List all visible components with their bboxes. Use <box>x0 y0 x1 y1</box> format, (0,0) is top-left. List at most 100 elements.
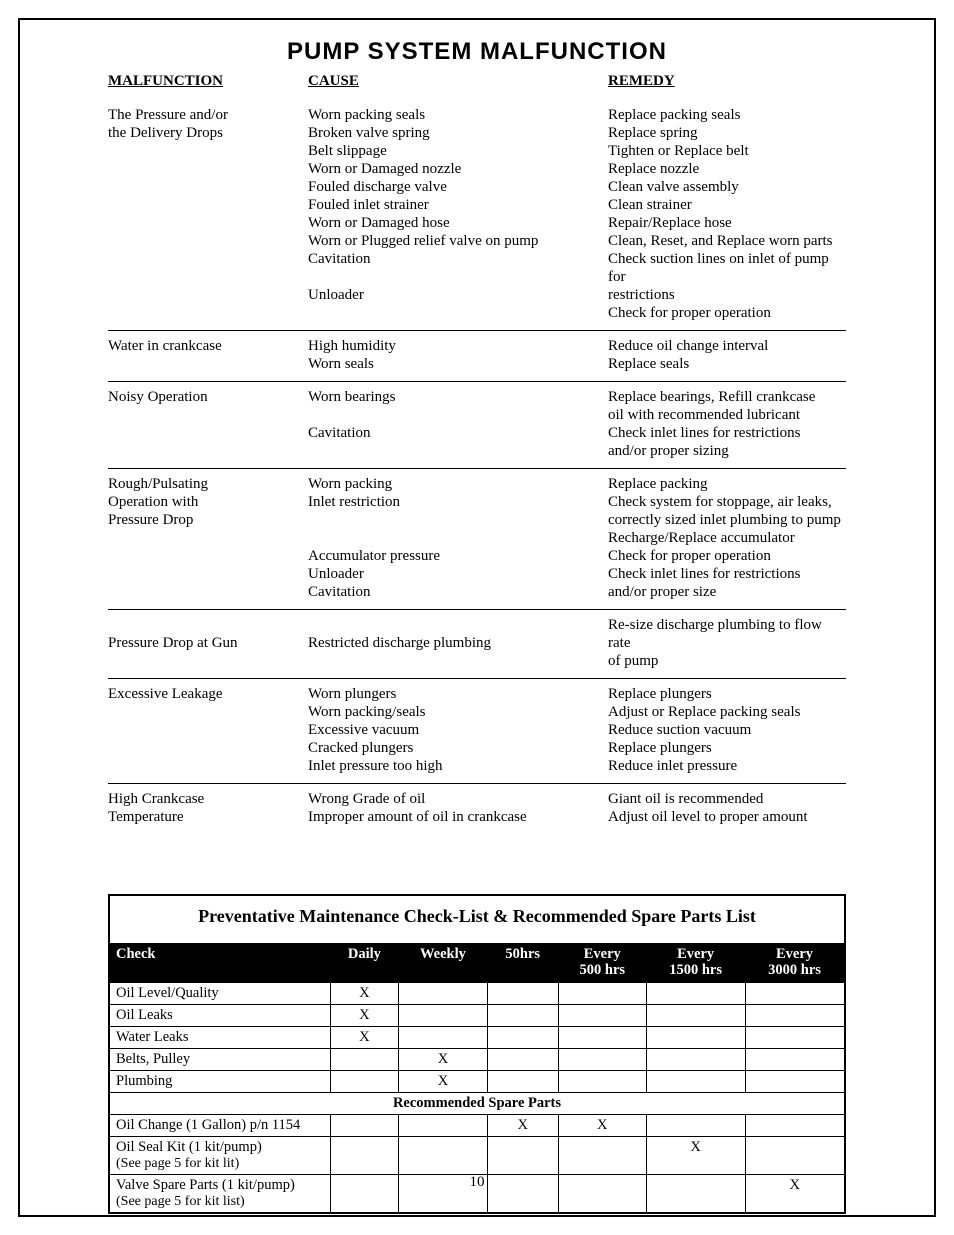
maint-mark <box>487 1136 558 1174</box>
maint-mark <box>399 1026 487 1048</box>
maint-mark <box>399 983 487 1005</box>
maint-mark <box>745 1004 844 1026</box>
malfunction-section: Water in crankcaseHigh humidityWorn seal… <box>108 331 846 382</box>
maint-mark <box>487 1026 558 1048</box>
maintenance-title: Preventative Maintenance Check-List & Re… <box>110 896 844 943</box>
maint-col-header: Daily <box>330 943 399 983</box>
maint-label: Oil Leaks <box>110 1004 330 1026</box>
remedy-cell: Reduce oil change intervalReplace seals <box>608 337 846 373</box>
maint-col-header: Every500 hrs <box>558 943 646 983</box>
maint-mark <box>646 1114 745 1136</box>
maint-mark <box>745 1136 844 1174</box>
cause-cell: Worn bearings Cavitation <box>308 388 608 460</box>
malfunction-cell: High CrankcaseTemperature <box>108 790 308 826</box>
malfunction-cell: Noisy Operation <box>108 388 308 460</box>
remedy-cell: Replace packingCheck system for stoppage… <box>608 475 846 601</box>
maint-mark <box>487 1070 558 1092</box>
malfunction-section: The Pressure and/orthe Delivery DropsWor… <box>108 100 846 331</box>
maint-mark <box>399 1004 487 1026</box>
remedy-cell: Giant oil is recommendedAdjust oil level… <box>608 790 846 826</box>
cause-cell: Worn packingInlet restriction Accumulato… <box>308 475 608 601</box>
header-malfunction: MALFUNCTION <box>108 72 308 90</box>
maint-row: Water LeaksX <box>110 1026 844 1048</box>
maint-label: Oil Level/Quality <box>110 983 330 1005</box>
cause-cell: Wrong Grade of oilImproper amount of oil… <box>308 790 608 826</box>
page-border: PUMP SYSTEM MALFUNCTION MALFUNCTION CAUS… <box>18 18 936 1217</box>
page-title: PUMP SYSTEM MALFUNCTION <box>108 38 846 66</box>
maint-label: Oil Seal Kit (1 kit/pump)(See page 5 for… <box>110 1136 330 1174</box>
maint-mark <box>558 1136 646 1174</box>
maint-mark <box>745 1070 844 1092</box>
maint-mark <box>330 1136 399 1174</box>
maint-label: Plumbing <box>110 1070 330 1092</box>
maint-mark <box>646 983 745 1005</box>
maint-mark <box>745 983 844 1005</box>
maint-mark <box>487 1048 558 1070</box>
malfunction-section: High CrankcaseTemperatureWrong Grade of … <box>108 784 846 834</box>
maint-mark: X <box>399 1070 487 1092</box>
maint-col-header: Weekly <box>399 943 487 983</box>
maint-mark <box>745 1114 844 1136</box>
maint-label: Oil Change (1 Gallon) p/n 1154 <box>110 1114 330 1136</box>
maint-row: Oil Change (1 Gallon) p/n 1154 XX <box>110 1114 844 1136</box>
maint-row: Oil Level/QualityX <box>110 983 844 1005</box>
maint-mark <box>646 1026 745 1048</box>
maint-label: Water Leaks <box>110 1026 330 1048</box>
maint-mark <box>487 983 558 1005</box>
maint-col-header: Check <box>110 943 330 983</box>
header-cause: CAUSE <box>308 72 608 90</box>
maint-mark: X <box>330 1004 399 1026</box>
maint-col-header: Every3000 hrs <box>745 943 844 983</box>
maint-col-header: Every1500 hrs <box>646 943 745 983</box>
remedy-cell: Re-size discharge plumbing to flow rateo… <box>608 616 846 670</box>
maint-col-header: 50hrs <box>487 943 558 983</box>
malfunction-table: MALFUNCTION CAUSE REMEDY The Pressure an… <box>108 72 846 834</box>
maint-mark: X <box>399 1048 487 1070</box>
maint-mark <box>646 1070 745 1092</box>
remedy-cell: Replace packing sealsReplace springTight… <box>608 106 846 322</box>
cause-cell: Worn packing sealsBroken valve springBel… <box>308 106 608 322</box>
maint-mark <box>558 1048 646 1070</box>
malfunction-section: Noisy OperationWorn bearings CavitationR… <box>108 382 846 469</box>
malfunction-section: Pressure Drop at Gun Restricted discharg… <box>108 610 846 679</box>
maint-mark: X <box>330 983 399 1005</box>
cause-cell: High humidityWorn seals <box>308 337 608 373</box>
remedy-cell: Replace plungersAdjust or Replace packin… <box>608 685 846 775</box>
maint-mark <box>745 1026 844 1048</box>
maint-mark <box>330 1048 399 1070</box>
page-number: 10 <box>20 1174 934 1191</box>
maint-mark <box>399 1114 487 1136</box>
maint-mark <box>558 1026 646 1048</box>
malfunction-cell: Pressure Drop at Gun <box>108 616 308 670</box>
maint-row: Oil Seal Kit (1 kit/pump)(See page 5 for… <box>110 1136 844 1174</box>
maint-label: Belts, Pulley <box>110 1048 330 1070</box>
maint-mark <box>330 1070 399 1092</box>
maint-mark <box>646 1048 745 1070</box>
cause-cell: Worn plungersWorn packing/sealsExcessive… <box>308 685 608 775</box>
maint-mark <box>558 983 646 1005</box>
maint-subheader: Recommended Spare Parts <box>110 1092 844 1114</box>
malfunction-cell: The Pressure and/orthe Delivery Drops <box>108 106 308 322</box>
maint-mark <box>558 1004 646 1026</box>
maintenance-table: CheckDailyWeekly50hrsEvery500 hrsEvery15… <box>110 943 844 1212</box>
maint-mark: X <box>330 1026 399 1048</box>
maint-row: Belts, Pulley X <box>110 1048 844 1070</box>
malfunction-section: Rough/PulsatingOperation withPressure Dr… <box>108 469 846 610</box>
maint-mark <box>487 1004 558 1026</box>
maint-mark <box>646 1004 745 1026</box>
maint-mark <box>558 1070 646 1092</box>
maint-mark: X <box>558 1114 646 1136</box>
maint-mark <box>399 1136 487 1174</box>
maint-mark <box>745 1048 844 1070</box>
remedy-cell: Replace bearings, Refill crankcaseoil wi… <box>608 388 846 460</box>
maint-row: Plumbing X <box>110 1070 844 1092</box>
malfunction-cell: Rough/PulsatingOperation withPressure Dr… <box>108 475 308 601</box>
header-remedy: REMEDY <box>608 72 846 90</box>
malfunction-cell: Excessive Leakage <box>108 685 308 775</box>
cause-cell: Restricted discharge plumbing <box>308 616 608 670</box>
table-header-row: MALFUNCTION CAUSE REMEDY <box>108 72 846 90</box>
malfunction-section: Excessive LeakageWorn plungersWorn packi… <box>108 679 846 784</box>
maint-mark: X <box>487 1114 558 1136</box>
maint-mark: X <box>646 1136 745 1174</box>
malfunction-cell: Water in crankcase <box>108 337 308 373</box>
